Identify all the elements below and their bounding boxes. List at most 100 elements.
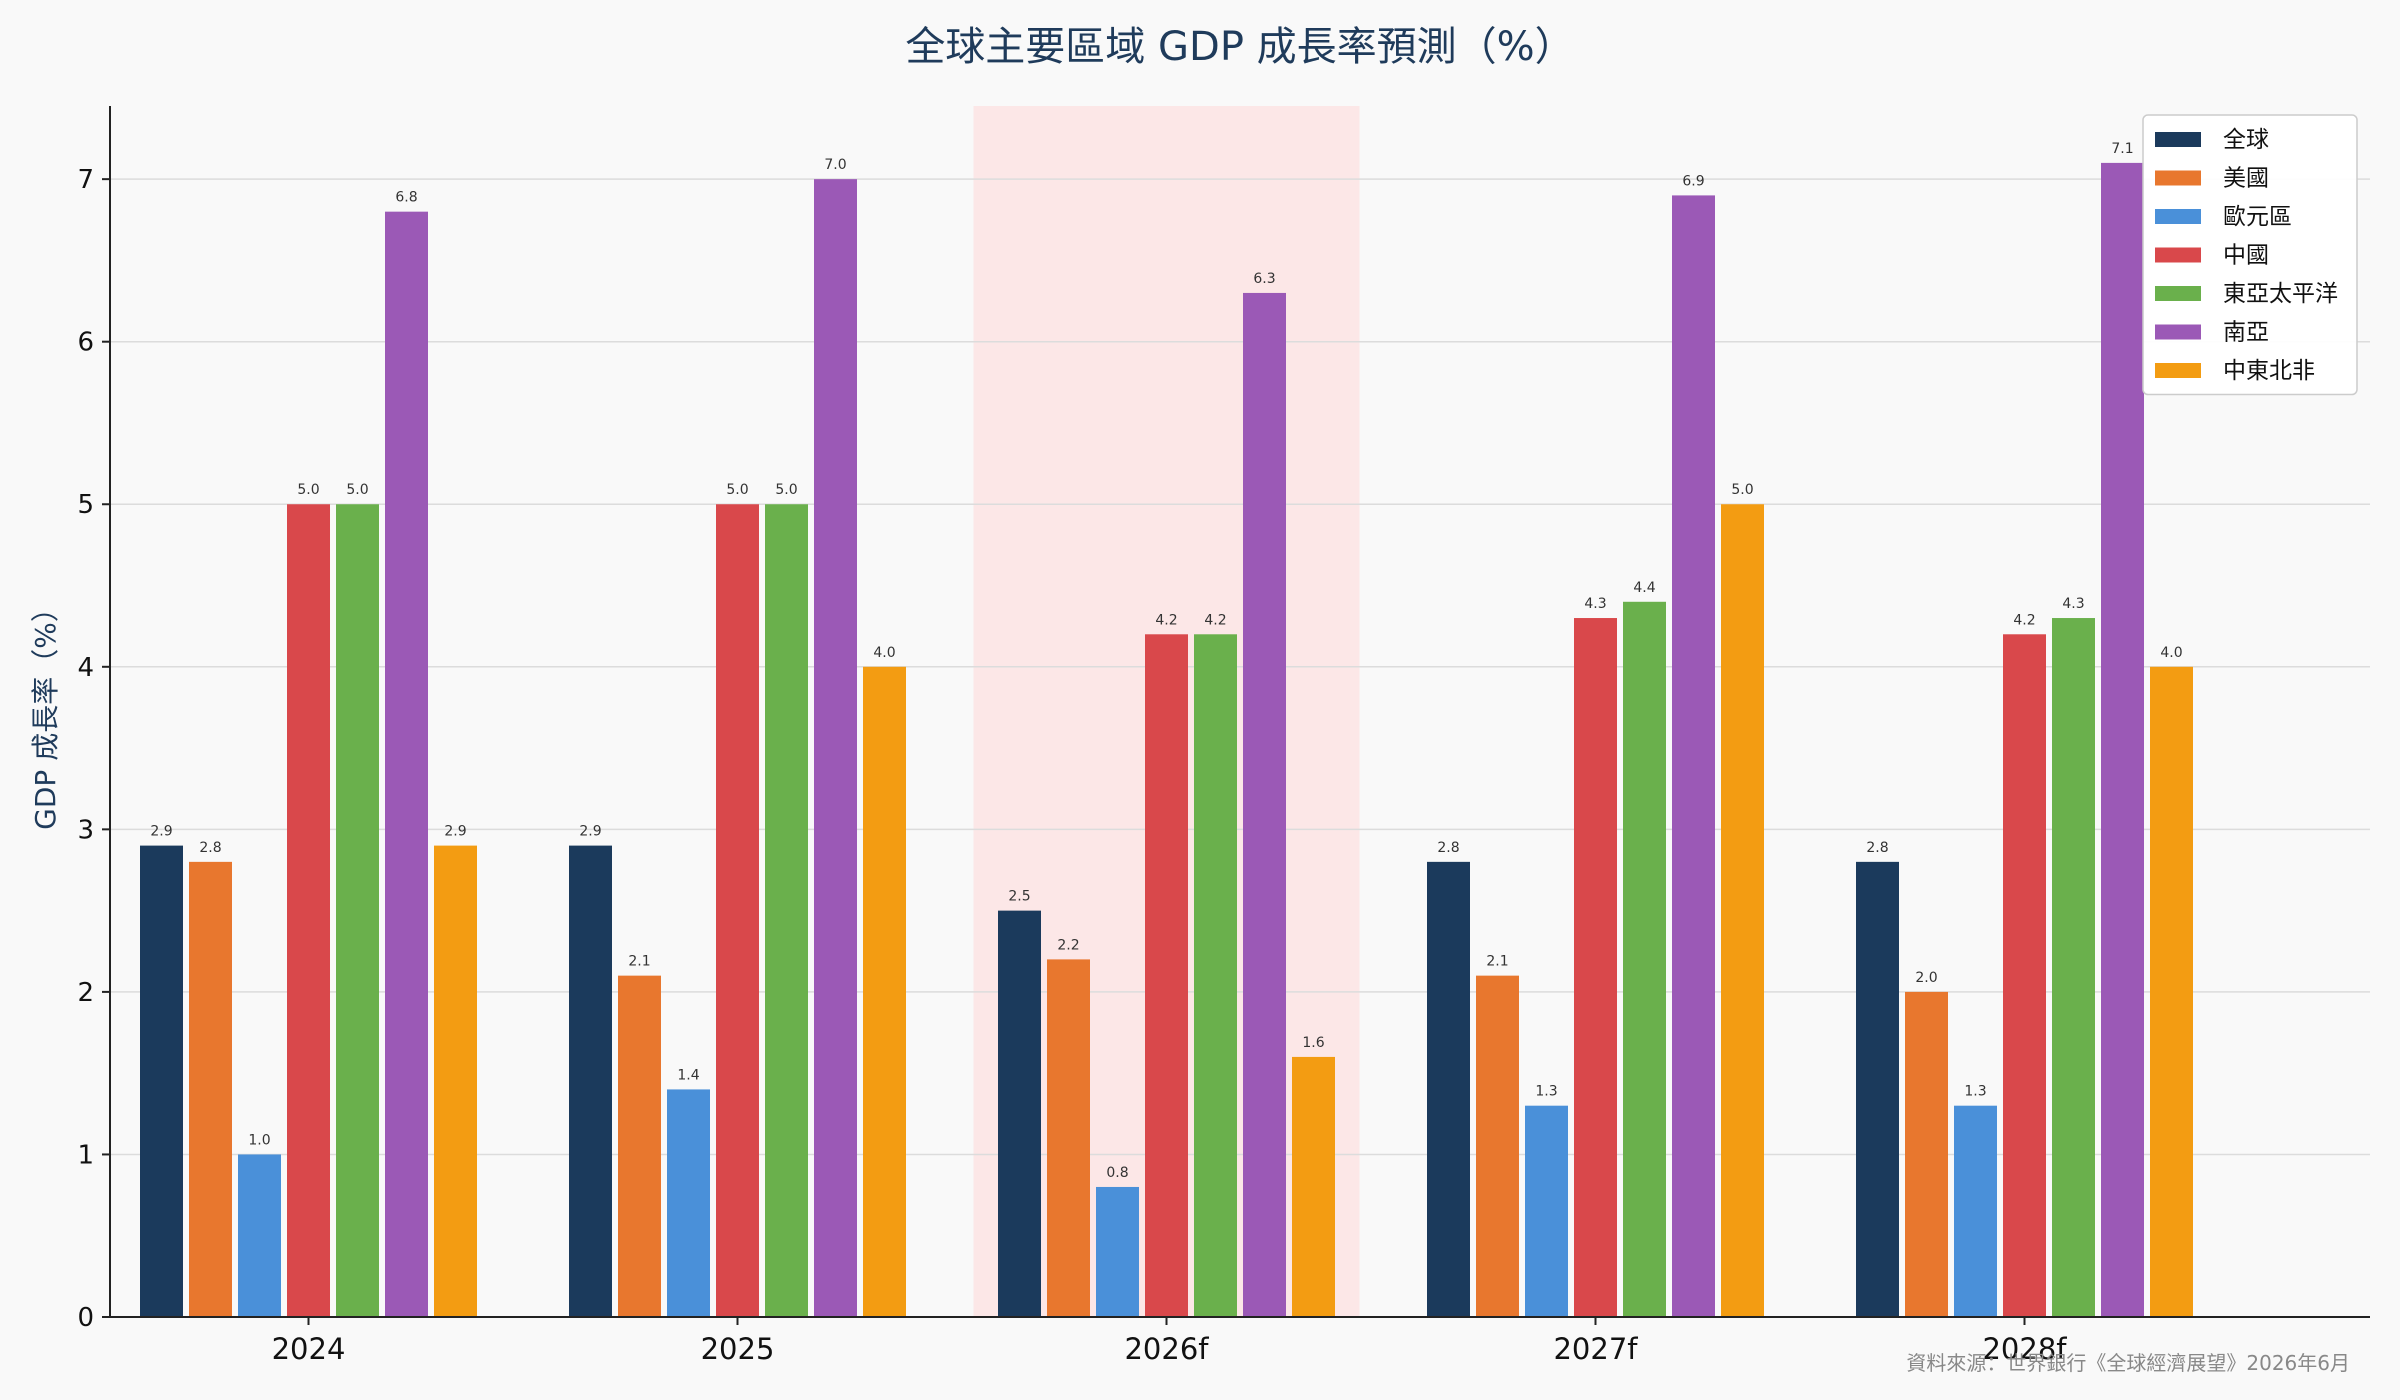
bar	[1292, 1056, 1335, 1317]
data-label: 1.3	[1535, 1084, 1557, 1100]
data-label: 5.0	[1731, 482, 1753, 498]
y-tick-label: 6	[77, 328, 94, 358]
bar	[385, 211, 428, 1317]
x-tick-label: 2027f	[1553, 1332, 1638, 1366]
data-label: 0.8	[1106, 1165, 1128, 1181]
bar	[1672, 195, 1715, 1317]
bar	[1427, 861, 1470, 1317]
data-label: 2.1	[628, 954, 650, 970]
data-label: 5.0	[775, 482, 797, 498]
bar	[863, 666, 906, 1317]
bar	[1623, 601, 1666, 1317]
data-label: 7.0	[824, 157, 846, 173]
data-label: 2.5	[1008, 889, 1030, 905]
data-label: 6.9	[1682, 173, 1704, 189]
data-label: 2.9	[579, 824, 601, 840]
data-label: 7.1	[2111, 141, 2133, 157]
bars-layer	[140, 162, 2193, 1318]
data-label: 4.3	[2062, 596, 2084, 612]
bar	[238, 1154, 281, 1317]
bar	[140, 845, 183, 1317]
data-label: 2.8	[1437, 840, 1459, 856]
data-label: 4.2	[1204, 612, 1226, 628]
bar	[1525, 1105, 1568, 1317]
bar	[189, 861, 232, 1317]
bar	[569, 845, 612, 1317]
x-ticks-layer: 2024 2025 2026f 2027f 2028f	[272, 1317, 2067, 1366]
data-label: 2.8	[199, 840, 221, 856]
x-tick-label: 2024	[272, 1332, 346, 1366]
data-label: 4.3	[1584, 596, 1606, 612]
grid-layer	[110, 178, 2370, 1156]
legend-label: 南亞	[2223, 320, 2269, 346]
bar	[716, 504, 759, 1318]
bar	[287, 504, 330, 1318]
bar	[814, 179, 857, 1317]
y-tick-label: 2	[77, 978, 94, 1008]
bar	[1954, 1105, 1997, 1317]
y-tick-label: 3	[77, 815, 94, 845]
legend-label: 美國	[2223, 166, 2269, 192]
legend-swatch	[2155, 170, 2201, 186]
legend-swatch	[2155, 324, 2201, 340]
bar	[1574, 618, 1617, 1317]
data-label: 4.0	[873, 645, 895, 661]
y-tick-label: 1	[77, 1140, 94, 1170]
data-label: 4.0	[2160, 645, 2182, 661]
legend-swatch	[2155, 363, 2201, 378]
y-tick-label: 0	[77, 1303, 94, 1333]
y-tick-label: 7	[77, 165, 94, 195]
legend-label: 歐元區	[2223, 204, 2292, 230]
y-axis-label: GDP 成長率（%）	[29, 594, 62, 830]
bar	[1721, 504, 1764, 1318]
bar	[2101, 162, 2144, 1318]
data-label: 2.2	[1057, 937, 1079, 953]
legend-swatch	[2155, 209, 2201, 224]
bar	[2150, 666, 2193, 1317]
bar	[998, 910, 1041, 1317]
legend-label: 中東北非	[2223, 358, 2315, 384]
legend-swatch	[2155, 132, 2201, 147]
legend-label: 中國	[2223, 243, 2269, 269]
data-label: 5.0	[297, 482, 319, 498]
bar	[1243, 292, 1286, 1318]
legend-label: 全球	[2223, 127, 2269, 153]
data-label: 4.2	[1155, 612, 1177, 628]
data-label: 2.0	[1915, 970, 1937, 986]
bar	[667, 1089, 710, 1317]
bar	[1047, 959, 1090, 1317]
bar	[2052, 618, 2095, 1317]
bar	[1905, 991, 1948, 1317]
data-labels-layer: 2.9 2.8 1.0 5.0 5.0 6.8 2.9 2.9 2.1 1.4 5.0 5.0 7.0 4…	[150, 141, 2182, 1181]
bar	[1856, 861, 1899, 1317]
data-label: 4.2	[2013, 612, 2035, 628]
data-label: 6.8	[395, 190, 417, 206]
bar	[765, 504, 808, 1318]
y-ticks-layer: 0 1 2 3 4 5 6 7	[77, 165, 110, 1333]
bar	[434, 845, 477, 1317]
legend-swatch	[2155, 286, 2201, 301]
source-note: 資料來源：世界銀行《全球經濟展望》2026年6月	[1906, 1351, 2350, 1375]
bar	[1194, 634, 1237, 1317]
data-label: 5.0	[346, 482, 368, 498]
data-label: 1.3	[1964, 1084, 1986, 1100]
data-label: 4.4	[1633, 580, 1655, 596]
data-label: 6.3	[1253, 271, 1275, 287]
data-label: 1.0	[248, 1132, 270, 1148]
bar	[1096, 1186, 1139, 1317]
data-label: 5.0	[726, 482, 748, 498]
bar	[618, 975, 661, 1317]
bar	[2003, 634, 2046, 1317]
bar	[336, 504, 379, 1318]
data-label: 2.1	[1486, 954, 1508, 970]
x-tick-label: 2028f	[1982, 1332, 2067, 1366]
y-tick-label: 5	[77, 490, 94, 520]
data-label: 2.9	[444, 824, 466, 840]
bar	[1145, 634, 1188, 1317]
x-tick-label: 2026f	[1124, 1332, 1209, 1366]
legend-swatch	[2155, 247, 2201, 263]
legend-label: 東亞太平洋	[2223, 281, 2338, 307]
